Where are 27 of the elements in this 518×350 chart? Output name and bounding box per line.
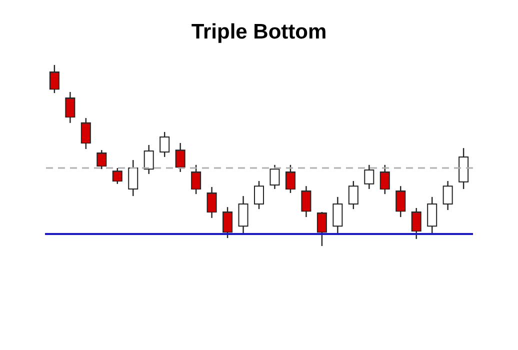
candlestick [316, 211, 327, 247]
candlestick [348, 180, 358, 210]
candlestick [442, 180, 453, 211]
candlestick [380, 164, 390, 195]
candlestick [396, 185, 406, 218]
candlestick [49, 64, 60, 94]
candlestick [254, 180, 264, 210]
candlestick [65, 91, 76, 124]
candlestick [285, 164, 296, 194]
candlestick [80, 117, 91, 150]
candlestick [427, 196, 438, 235]
candlestick [222, 206, 233, 239]
candlestick [144, 144, 154, 175]
chart-title: Triple Bottom [191, 20, 327, 44]
candlestick [112, 167, 122, 185]
candlestick [191, 164, 202, 195]
candlestick [96, 149, 107, 170]
candlestick [175, 142, 186, 173]
candlestick [238, 195, 248, 234]
candlestick [206, 186, 217, 219]
candlestick [332, 196, 343, 235]
candlestick [301, 185, 312, 218]
candlestick [411, 207, 422, 240]
candlestick [160, 131, 170, 158]
candlestick [128, 159, 138, 197]
candlestick [364, 164, 374, 190]
candlestick [270, 164, 280, 190]
